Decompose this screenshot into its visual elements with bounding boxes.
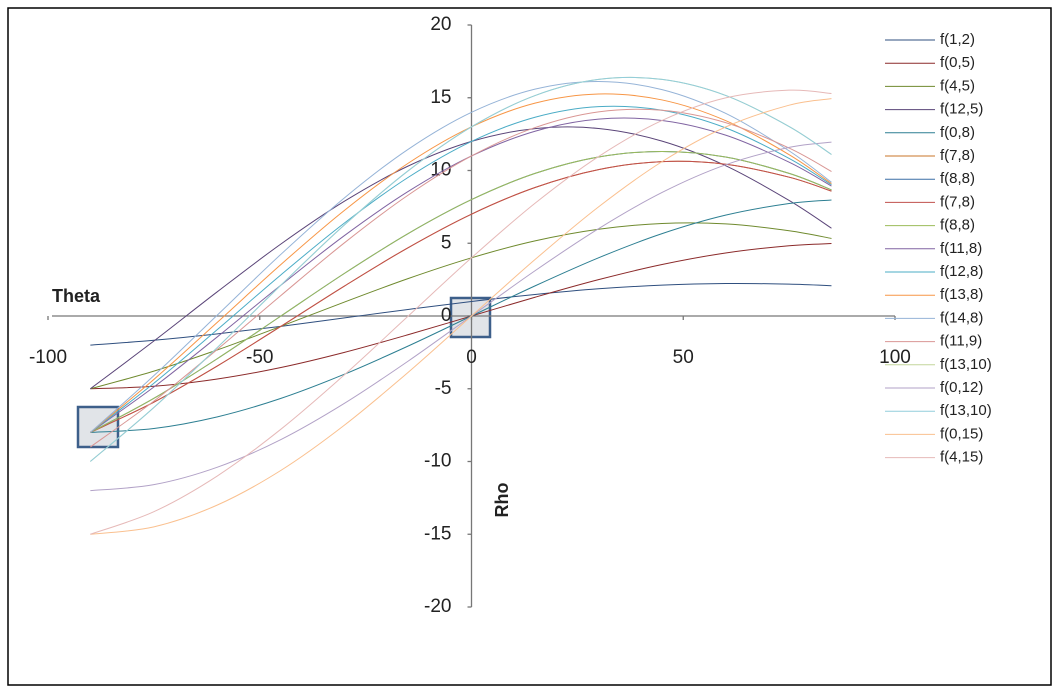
legend-label: f(0,12) xyxy=(940,379,983,396)
legend-label: f(11,9) xyxy=(940,333,982,350)
legend-label: f(13,10) xyxy=(940,356,992,373)
x-axis-title: Theta xyxy=(52,286,101,306)
legend-label: f(13,10) xyxy=(940,402,992,419)
x-tick-label: -100 xyxy=(29,347,67,368)
legend-label: f(12,8) xyxy=(940,263,983,280)
y-tick-label: -10 xyxy=(424,451,451,472)
y-tick-label: -5 xyxy=(435,378,452,399)
legend-label: f(0,15) xyxy=(940,425,983,442)
line-series xyxy=(90,77,831,461)
line-series xyxy=(90,109,831,447)
legend-label: f(14,8) xyxy=(940,309,983,326)
legend-label: f(0,8) xyxy=(940,124,975,141)
y-tick-label: 10 xyxy=(430,160,451,181)
y-tick-label: -15 xyxy=(424,523,451,544)
line-series xyxy=(90,151,831,432)
y-tick-label: 15 xyxy=(430,87,451,108)
y-axis-title: Rho xyxy=(492,483,512,518)
x-tick-label: -50 xyxy=(246,347,273,368)
line-series xyxy=(90,81,831,432)
legend-label: f(7,8) xyxy=(940,193,975,210)
legend-label: f(1,2) xyxy=(940,31,975,48)
legend-label: f(0,5) xyxy=(940,54,975,71)
legend-label: f(7,8) xyxy=(940,147,975,164)
legend-label: f(8,8) xyxy=(940,170,975,187)
x-tick-label: 50 xyxy=(673,347,694,368)
line-series xyxy=(90,118,831,432)
legend-label: f(13,8) xyxy=(940,286,983,303)
legend-label: f(12,5) xyxy=(940,101,983,118)
legend-label: f(8,8) xyxy=(940,217,975,234)
y-tick-label: 20 xyxy=(430,14,451,35)
line-series xyxy=(90,106,831,432)
y-tick-label: -20 xyxy=(424,596,451,617)
line-series xyxy=(90,77,831,461)
chart: Theta Rho -100-50050100-20-15-10-5051015… xyxy=(0,0,1052,686)
legend-label: f(4,15) xyxy=(940,449,983,466)
y-tick-label: 5 xyxy=(441,232,452,253)
line-series xyxy=(90,151,831,432)
legend-label: f(4,5) xyxy=(940,77,975,94)
legend-label: f(11,8) xyxy=(940,240,982,257)
x-tick-label: 0 xyxy=(466,347,477,368)
